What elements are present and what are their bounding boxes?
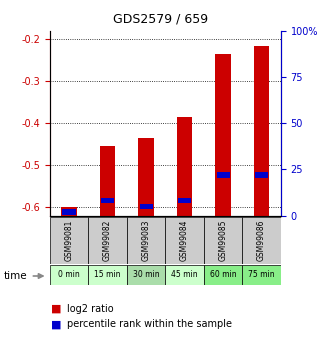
Bar bbox=[204, 217, 242, 264]
Bar bbox=[101, 198, 114, 204]
Text: GSM99084: GSM99084 bbox=[180, 220, 189, 262]
Text: 45 min: 45 min bbox=[171, 270, 198, 279]
Text: 0 min: 0 min bbox=[58, 270, 80, 279]
Bar bbox=[88, 217, 127, 264]
Bar bbox=[165, 265, 204, 285]
Bar bbox=[178, 198, 191, 204]
Text: ■: ■ bbox=[51, 319, 62, 329]
Bar bbox=[61, 207, 77, 216]
Bar bbox=[255, 172, 268, 178]
Bar bbox=[242, 217, 281, 264]
Text: log2 ratio: log2 ratio bbox=[67, 304, 114, 314]
Bar bbox=[50, 265, 88, 285]
Bar bbox=[254, 46, 269, 216]
Text: 60 min: 60 min bbox=[210, 270, 236, 279]
Text: 30 min: 30 min bbox=[133, 270, 159, 279]
Bar bbox=[127, 265, 165, 285]
Text: 15 min: 15 min bbox=[94, 270, 121, 279]
Bar bbox=[204, 265, 242, 285]
Text: GDS2579 / 659: GDS2579 / 659 bbox=[113, 12, 208, 25]
Bar bbox=[215, 54, 231, 216]
Bar bbox=[177, 117, 192, 216]
Bar bbox=[140, 204, 152, 209]
Text: GSM99086: GSM99086 bbox=[257, 220, 266, 262]
Text: GSM99083: GSM99083 bbox=[142, 220, 151, 262]
Bar bbox=[50, 217, 88, 264]
Bar bbox=[242, 265, 281, 285]
Bar bbox=[138, 138, 154, 216]
Bar bbox=[217, 172, 230, 178]
Text: time: time bbox=[3, 271, 27, 281]
Bar bbox=[63, 209, 75, 215]
Bar bbox=[100, 146, 115, 216]
Text: percentile rank within the sample: percentile rank within the sample bbox=[67, 319, 232, 329]
Text: GSM99082: GSM99082 bbox=[103, 220, 112, 261]
Bar bbox=[165, 217, 204, 264]
Bar bbox=[88, 265, 127, 285]
Text: GSM99081: GSM99081 bbox=[65, 220, 74, 261]
Text: GSM99085: GSM99085 bbox=[219, 220, 228, 262]
Text: ■: ■ bbox=[51, 304, 62, 314]
Text: 75 min: 75 min bbox=[248, 270, 275, 279]
Bar bbox=[127, 217, 165, 264]
